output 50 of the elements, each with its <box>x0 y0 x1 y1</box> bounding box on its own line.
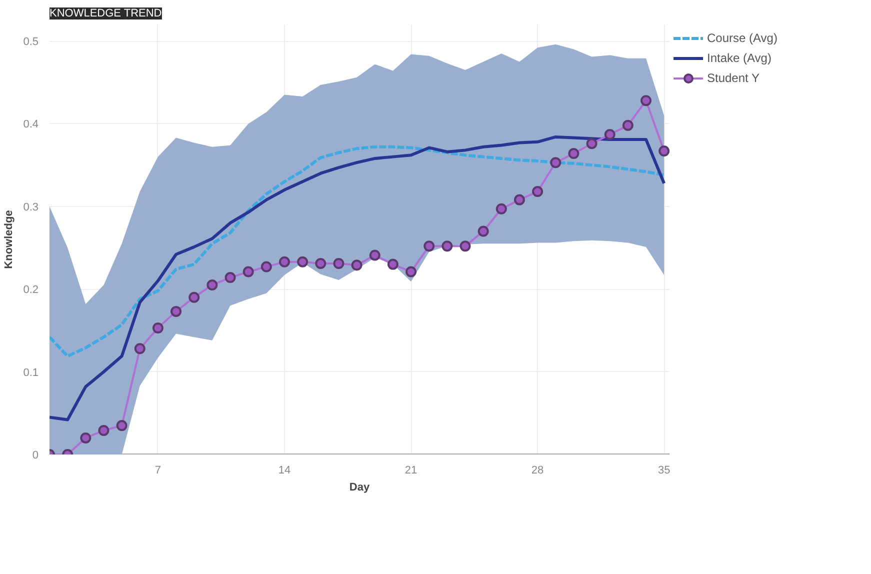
legend-label: Student Y <box>707 71 760 85</box>
point <box>152 322 164 334</box>
point <box>260 261 272 272</box>
point <box>98 425 110 436</box>
point <box>622 120 634 131</box>
x-tick-label: 28 <box>531 464 544 476</box>
point <box>351 260 362 271</box>
point <box>297 256 308 268</box>
point <box>460 240 471 252</box>
y-tick-label: 0.3 <box>23 201 39 214</box>
point <box>496 203 507 214</box>
line-series <box>50 145 666 358</box>
point <box>406 266 417 278</box>
point <box>315 258 326 269</box>
x-tick-label: 7 <box>154 464 162 476</box>
point <box>206 279 218 290</box>
point <box>532 186 544 198</box>
point <box>387 258 398 270</box>
point <box>224 272 236 284</box>
point <box>170 306 182 317</box>
point <box>116 420 128 432</box>
point <box>333 258 344 269</box>
y-axis-title: Knowledge <box>3 210 16 269</box>
y-tick-label: 0.4 <box>23 118 39 131</box>
point <box>369 250 380 261</box>
point <box>514 194 525 206</box>
point <box>586 138 598 150</box>
x-tick-label: 35 <box>658 464 670 476</box>
point <box>604 128 616 140</box>
point <box>478 226 489 237</box>
point <box>188 292 200 303</box>
point <box>134 343 146 354</box>
y-tick-label: 0.1 <box>23 366 39 379</box>
point <box>640 95 652 106</box>
chart-title: KNOWLEDGE TREND <box>50 8 162 20</box>
point <box>278 256 290 268</box>
y-tick-label: 0.5 <box>23 36 39 48</box>
x-tick-label: 14 <box>278 464 291 476</box>
point <box>242 266 254 278</box>
point <box>568 148 580 159</box>
point <box>658 146 670 157</box>
y-tick-label: 0 <box>32 450 39 462</box>
legend-label: Course (Avg) <box>707 31 778 45</box>
point <box>442 240 453 252</box>
y-tick-label: 0.2 <box>23 284 39 296</box>
point <box>80 432 92 444</box>
point <box>424 240 435 252</box>
x-axis-title: Day <box>349 482 370 494</box>
x-tick-label: 21 <box>404 464 418 476</box>
legend-label: Intake (Avg) <box>707 51 772 65</box>
